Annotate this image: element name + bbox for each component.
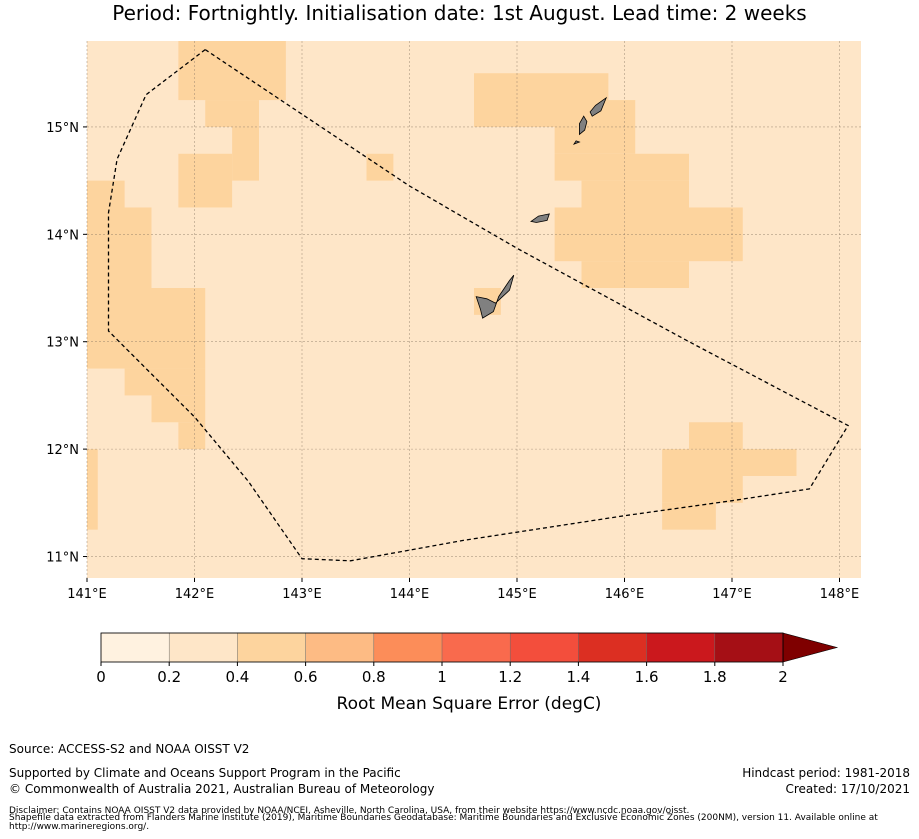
disclaimer-line-3: http://www.marineregions.org/. <box>9 822 150 832</box>
lat-tick-label: 14°N <box>46 228 79 243</box>
source-text: Source: ACCESS-S2 and NOAA OISST V2 <box>9 742 250 756</box>
heatmap-cell <box>689 422 743 450</box>
colorbar-tick-label: 1.2 <box>498 668 522 686</box>
eez-boundary-line <box>107 49 850 562</box>
island-rota <box>530 213 550 223</box>
heatmap-cell <box>205 100 259 127</box>
colorbar-bin <box>237 632 307 663</box>
heatmap-cell <box>178 41 286 101</box>
island-guam <box>475 274 515 319</box>
island-tinian <box>579 115 588 136</box>
island-aguijan <box>572 140 581 145</box>
lat-tick-label: 15°N <box>46 121 79 136</box>
heatmap-cell <box>178 153 233 208</box>
lon-tick-label: 142°E <box>175 587 215 602</box>
heatmap-cell <box>662 475 743 503</box>
heatmap-cell <box>178 422 206 450</box>
colorbar-tick-label: 1.4 <box>566 668 590 686</box>
lon-tick-label: 143°E <box>282 587 322 602</box>
colorbar: 0 0.2 0.4 0.6 0.8 1 1.2 1.4 1.6 1.8 2 Root Mean Squ… <box>96 632 839 714</box>
heatmap-cell <box>124 368 206 396</box>
lat-tick-label: 11°N <box>46 551 79 566</box>
colorbar-bin <box>509 632 579 663</box>
colorbar-bin <box>646 632 716 663</box>
island-saipan <box>589 96 608 117</box>
page-title: Period: Fortnightly. Initialisation date… <box>112 1 807 25</box>
colorbar-title: Root Mean Square Error (degC) <box>337 694 602 714</box>
colorbar-tick-label: 0.2 <box>157 668 181 686</box>
heatmap-cell <box>87 288 206 369</box>
colorbar-tick-label: 1 <box>437 668 447 686</box>
lon-tick-label: 141°E <box>67 587 107 602</box>
lat-tick-label: 12°N <box>46 443 79 458</box>
lon-tick-label: 146°E <box>605 587 645 602</box>
disclaimer-line-1: Disclaimer: Contains NOAA OISST V2 data … <box>9 806 690 816</box>
heatmap-cell <box>87 207 152 289</box>
colorbar-bin <box>441 632 511 663</box>
colorbar-tick-label: 1.6 <box>635 668 659 686</box>
created-date: Created: 17/10/2021 <box>785 782 910 796</box>
lat-tick-label: 13°N <box>46 336 79 351</box>
colorbar-bin <box>578 632 648 663</box>
colorbar-bin <box>168 632 238 663</box>
colorbar-tick-label: 0 <box>96 668 106 686</box>
heatmap-cell <box>232 126 259 181</box>
colorbar-bin <box>373 632 443 663</box>
colorbar-bin <box>100 632 170 663</box>
heatmap-cell <box>554 153 689 181</box>
hindcast-period: Hindcast period: 1981-2018 <box>742 766 910 780</box>
colorbar-bin <box>305 632 375 663</box>
colorbar-tick-label: 0.8 <box>362 668 386 686</box>
heatmap-cell <box>581 261 689 289</box>
lon-tick-label: 147°E <box>712 587 752 602</box>
heatmap-cell <box>87 449 98 530</box>
lon-tick-label: 145°E <box>497 587 537 602</box>
heatmap-cell <box>581 180 689 208</box>
copyright-text: © Commonwealth of Australia 2021, Austra… <box>9 782 435 796</box>
colorbar-bin <box>714 632 784 663</box>
heatmap-cell <box>151 395 206 423</box>
colorbar-tick-label: 2 <box>778 668 788 686</box>
lon-tick-label: 148°E <box>820 587 860 602</box>
support-text: Supported by Climate and Oceans Support … <box>9 766 401 780</box>
colorbar-extend-arrow <box>782 632 839 663</box>
colorbar-tick-label: 0.4 <box>225 668 249 686</box>
lon-tick-label: 144°E <box>390 587 430 602</box>
heatmap-cell <box>366 153 394 181</box>
map-plot-area: 141°E 142°E 143°E 144°E 145°E 146°E 147°E 148°E… <box>46 41 861 602</box>
heatmap-cell <box>662 449 797 476</box>
colorbar-tick-label: 1.8 <box>703 668 727 686</box>
colorbar-tick-label: 0.6 <box>294 668 318 686</box>
disclaimer-line-2: Shapefile data extracted from Flanders M… <box>9 813 878 823</box>
